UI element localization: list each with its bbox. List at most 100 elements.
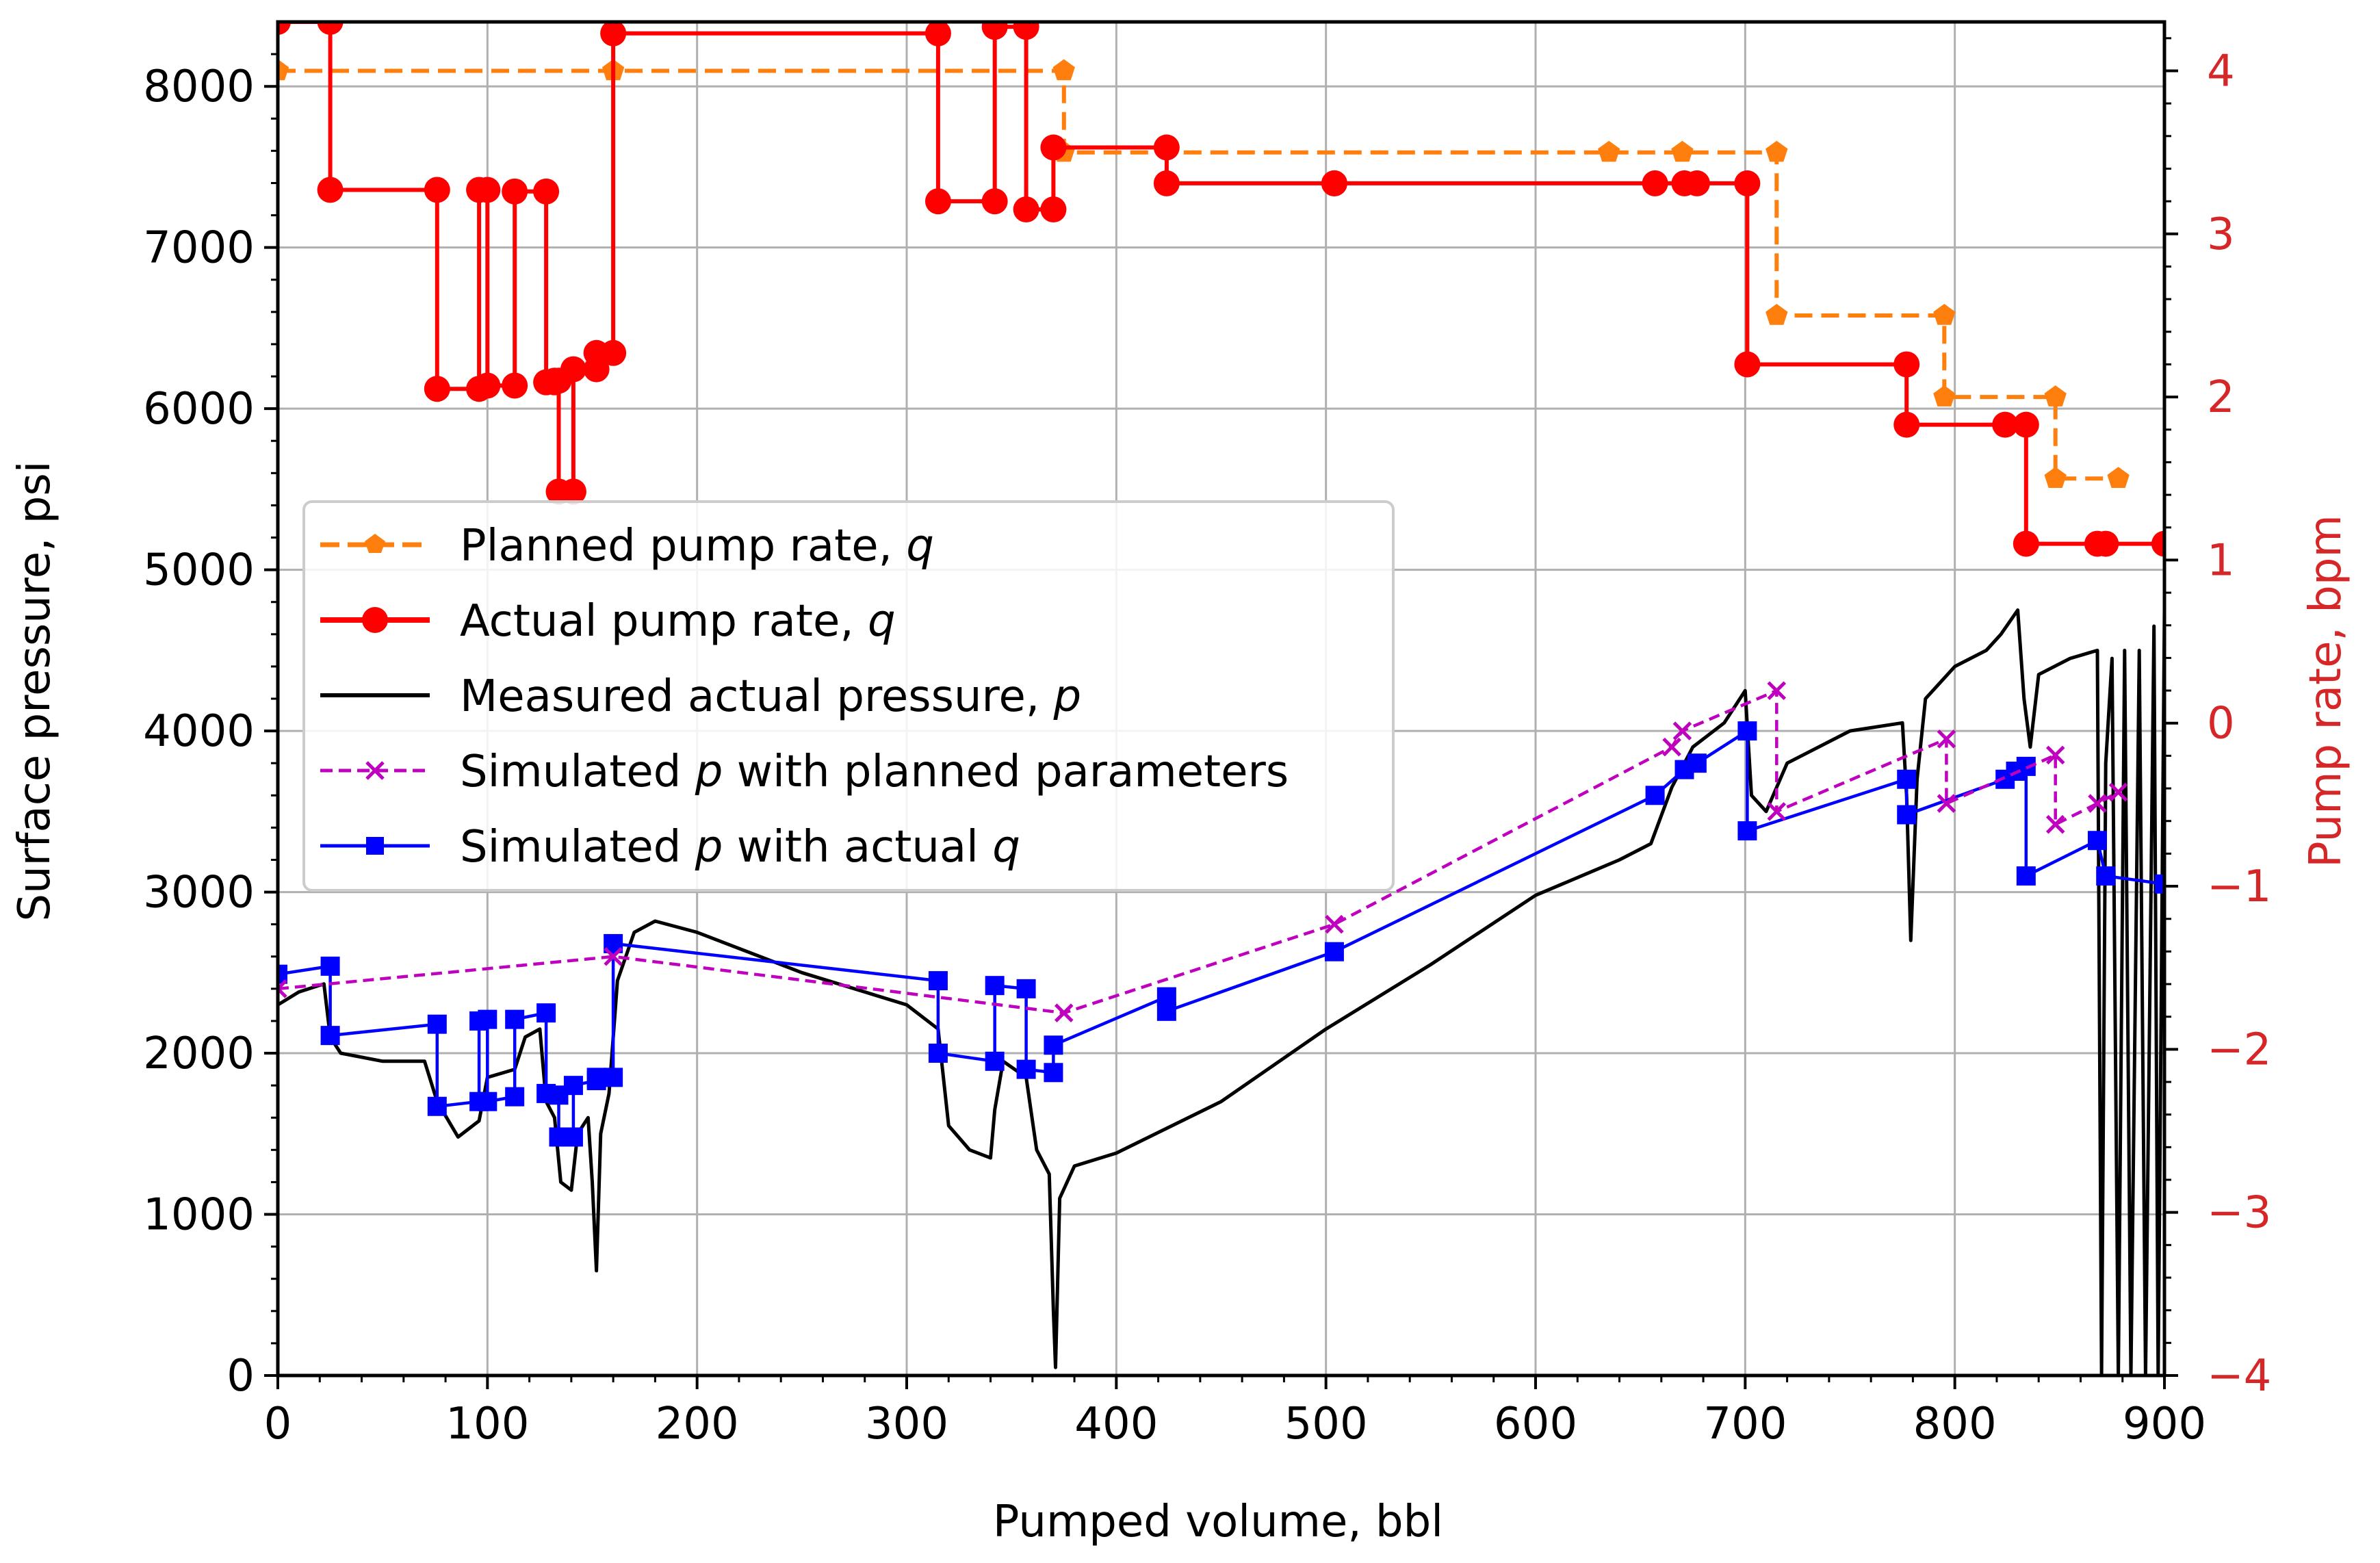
data-point-sim-planned (2045, 745, 2065, 765)
y-right-tick-label: 1 (2207, 535, 2235, 586)
data-point-planned-rate (1765, 140, 1788, 162)
data-point-actual-rate (502, 372, 528, 399)
data-point-actual-rate (317, 177, 344, 203)
square-marker-icon (366, 837, 384, 855)
data-point-planned-rate (2044, 385, 2067, 406)
data-point-actual-rate (981, 22, 1008, 40)
x-tick-label: 200 (656, 1399, 739, 1449)
data-point-sim-planned (1054, 1003, 1074, 1022)
data-point-actual-rate (560, 478, 586, 505)
x-tick-label: 100 (445, 1399, 529, 1449)
x-axis-label: Pumped volume, bbl (993, 1497, 1443, 1547)
series-line-sim-actual (278, 729, 2164, 1139)
y-right-tick-label: 0 (2207, 699, 2235, 749)
data-point-actual-rate (924, 22, 951, 47)
data-point-actual-rate (1153, 170, 1180, 196)
legend: Planned pump rate, q Actual pump rate, q… (302, 500, 1395, 892)
data-point-sim-actual (604, 1068, 623, 1087)
data-point-sim-actual (1016, 979, 1036, 998)
data-point-sim-actual (478, 1091, 497, 1111)
data-point-sim-planned (2108, 782, 2128, 802)
series-line-sim-planned (278, 688, 2119, 1015)
data-point-actual-rate (533, 178, 560, 205)
data-point-sim-actual (427, 1014, 447, 1034)
data-point-sim-actual (2087, 831, 2107, 851)
data-point-actual-rate (1683, 170, 1710, 196)
x-tick-labels: 0 100 200 300 400 500 600 700 800 900 (264, 1399, 2206, 1449)
data-point-sim-actual (1044, 1035, 1063, 1055)
data-point-planned-rate (1933, 385, 1956, 406)
data-point-planned-rate (1765, 304, 1788, 325)
data-point-actual-rate (1013, 22, 1039, 40)
data-point-planned-rate (1933, 304, 1956, 325)
data-point-actual-rate (981, 188, 1008, 215)
y-right-tick-label: 3 (2207, 209, 2235, 260)
data-point-sim-planned (278, 979, 287, 998)
data-point-sim-actual (928, 1044, 948, 1063)
x-marker-icon (365, 761, 385, 780)
y-right-axis-label: Pump rate, bpm (2301, 515, 2351, 868)
legend-item-sim-actual: Simulated p with actual q (320, 822, 1020, 873)
data-point-actual-rate (2093, 530, 2119, 557)
circle-marker-icon (362, 607, 388, 633)
pentagon-marker-icon (365, 534, 385, 553)
svg-text:Planned pump rate, q: Planned pump rate, q (460, 521, 934, 571)
data-point-actual-rate (2013, 411, 2039, 438)
series-measured-pressure (278, 608, 2164, 1375)
y-left-axis-label: Surface pressure, psi (10, 461, 60, 921)
x-tick-label: 900 (2123, 1399, 2206, 1449)
data-point-actual-rate (1893, 411, 1920, 438)
y-right-tick-label: −3 (2207, 1188, 2271, 1239)
data-point-actual-rate (1153, 134, 1180, 161)
x-tick-label: 500 (1284, 1399, 1368, 1449)
data-point-actual-rate (600, 339, 627, 366)
data-point-sim-actual (320, 1026, 340, 1046)
legend-item-sim-planned: Simulated p with planned parameters (320, 747, 1289, 797)
data-point-planned-rate (2107, 467, 2130, 488)
data-point-actual-rate (1893, 351, 1920, 378)
data-point-sim-actual (536, 1003, 556, 1023)
y-right-tick-label: 4 (2207, 46, 2235, 96)
series-layer (278, 22, 2164, 1375)
data-point-actual-rate (1734, 170, 1761, 196)
data-point-planned-rate (1598, 140, 1620, 162)
series-sim-planned (278, 681, 2128, 1022)
series-line-measured-pressure (278, 608, 2164, 1375)
data-point-sim-actual (563, 1076, 583, 1096)
y-right-tick-label: −4 (2207, 1351, 2271, 1401)
data-point-sim-planned (2088, 794, 2107, 813)
data-point-sim-actual (2096, 866, 2116, 886)
data-point-actual-rate (560, 356, 586, 383)
series-sim-actual (278, 721, 2164, 1147)
data-point-sim-planned (1325, 914, 1344, 934)
data-point-planned-rate (2044, 467, 2067, 488)
data-point-sim-actual (1156, 1001, 1176, 1021)
data-point-sim-planned (1767, 681, 1787, 700)
data-point-actual-rate (2013, 530, 2039, 557)
data-point-actual-rate (474, 177, 501, 203)
data-point-actual-rate (424, 177, 450, 203)
data-point-sim-actual (1645, 786, 1665, 805)
y-left-tick-label: 2000 (143, 1029, 255, 1079)
x-tick-label: 800 (1913, 1399, 1997, 1449)
legend-item-measured-pressure: Measured actual pressure, p (320, 671, 1081, 722)
data-point-actual-rate (1040, 196, 1067, 223)
data-point-actual-rate (1734, 351, 1761, 378)
legend-box (302, 500, 1395, 892)
svg-text:Actual pump rate, q: Actual pump rate, q (460, 596, 896, 647)
data-point-actual-rate (424, 376, 450, 402)
data-point-actual-rate (1321, 170, 1347, 196)
data-point-actual-rate (1992, 411, 2019, 438)
data-point-planned-rate (1671, 140, 1694, 162)
data-point-actual-rate (924, 188, 951, 215)
data-point-actual-rate (474, 372, 501, 399)
x-tick-label: 0 (264, 1399, 292, 1449)
y-left-tick-label: 7000 (143, 223, 255, 274)
data-point-sim-actual (1737, 821, 1757, 841)
y-left-tick-label: 3000 (143, 868, 255, 918)
y-left-tick-label: 4000 (143, 706, 255, 757)
y-right-tick-label: 2 (2207, 372, 2235, 423)
x-tick-label: 300 (865, 1399, 948, 1449)
data-point-sim-actual (928, 971, 948, 991)
